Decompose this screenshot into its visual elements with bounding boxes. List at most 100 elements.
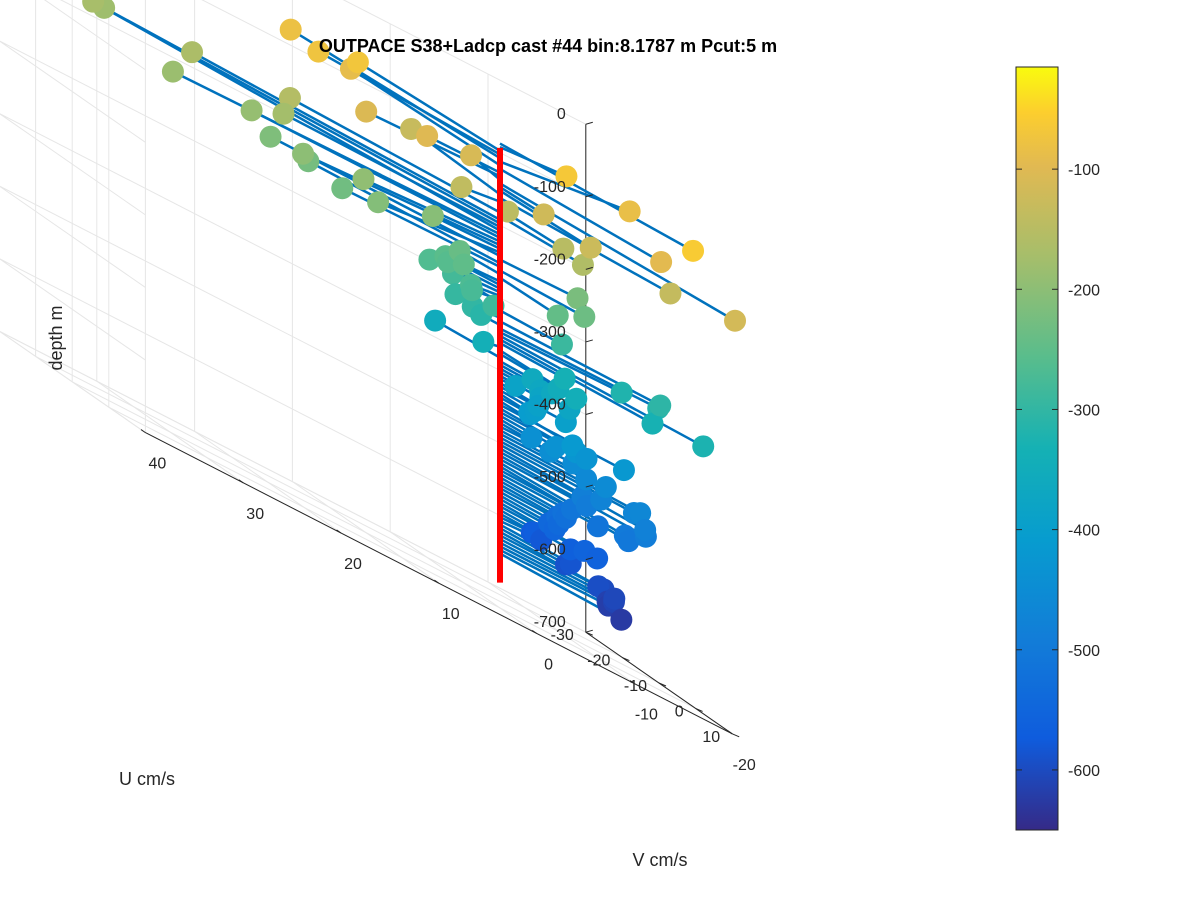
data-point	[629, 502, 652, 525]
grid-line	[0, 113, 587, 415]
data-point	[555, 165, 578, 188]
z-tick-mark	[585, 266, 593, 270]
velocity-stick	[499, 258, 579, 300]
x-tick-label: 10	[442, 606, 460, 623]
grid-line	[201, 0, 587, 198]
velocity-stick	[499, 472, 599, 528]
data-point	[617, 530, 640, 553]
colorbar-tick-label: -600	[1068, 763, 1100, 780]
data-point	[649, 394, 672, 417]
z-axis-label: depth m	[46, 305, 66, 370]
data-point	[307, 40, 330, 63]
grid-line	[342, 0, 587, 125]
data-point	[682, 239, 705, 262]
velocity-stick	[103, 6, 501, 232]
z-tick-label: -500	[534, 469, 566, 486]
data-point	[552, 237, 575, 260]
z-tick-label: 0	[557, 106, 566, 123]
data-point	[450, 176, 473, 199]
data-point	[561, 434, 584, 457]
z-tick-label: -100	[534, 179, 566, 196]
y-tick-label: -10	[624, 678, 647, 695]
data-point	[641, 412, 664, 435]
colorbar-tick-label: -500	[1068, 643, 1100, 660]
z-tick-mark	[585, 194, 593, 198]
z-tick-label: -400	[534, 396, 566, 413]
data-point	[546, 304, 569, 327]
velocity-stick	[499, 309, 563, 346]
x-tick-mark	[629, 680, 635, 685]
data-point	[612, 459, 635, 482]
velocity-stick	[499, 320, 661, 407]
data-point	[692, 435, 715, 458]
grid-lines	[0, 0, 733, 735]
velocity-stick	[499, 436, 641, 515]
data-point	[272, 102, 295, 125]
velocity-stick	[191, 51, 501, 221]
data-point	[331, 177, 354, 200]
y-tick-mark	[658, 682, 667, 687]
x-tick-mark	[727, 730, 733, 735]
z-tick-label: -200	[534, 251, 566, 268]
data-point	[579, 236, 602, 259]
colorbar-tick-label: -200	[1068, 282, 1100, 299]
data-point	[82, 0, 105, 13]
z-tick-mark	[585, 557, 593, 561]
data-point	[367, 191, 390, 214]
velocity-stick	[377, 201, 501, 254]
colorbar: -100 -200 -300 -400 -500 -600	[1015, 66, 1100, 831]
velocity-stick	[499, 334, 704, 448]
data-point	[504, 374, 527, 397]
velocity-stick	[499, 331, 623, 394]
colorbar-gradient	[1015, 66, 1059, 831]
data-point	[461, 279, 484, 302]
y-tick-label: -20	[587, 653, 610, 670]
data-point	[161, 60, 184, 83]
data-point	[659, 282, 682, 305]
z-tick-label: -700	[534, 614, 566, 631]
data-point	[346, 51, 369, 74]
velocity-stick	[499, 342, 566, 380]
grid-line	[0, 185, 587, 488]
data-point	[610, 608, 633, 631]
data-point	[618, 200, 641, 223]
velocity-stick	[357, 61, 501, 152]
grid-line	[0, 40, 587, 343]
colorbar-tick-label: -100	[1068, 162, 1100, 179]
data-point	[259, 125, 282, 148]
z-tick-label: -300	[534, 324, 566, 341]
data-point	[355, 100, 378, 123]
data-point	[550, 333, 573, 356]
velocity-stick	[499, 146, 567, 178]
velocity-stick	[499, 269, 585, 318]
data-point	[352, 168, 375, 191]
data-point	[553, 367, 576, 390]
velocity-stick	[302, 152, 501, 247]
grid-line	[0, 258, 587, 561]
data-point	[292, 142, 315, 165]
data-point	[424, 309, 447, 332]
data-point	[520, 426, 543, 449]
x-tick-label: -20	[733, 757, 756, 774]
grid-line	[35, 355, 623, 659]
x-tick-label: 0	[544, 656, 553, 673]
data-point	[472, 330, 495, 353]
z-tick-mark	[585, 412, 593, 415]
data-point	[565, 387, 588, 410]
velocity-stick	[434, 319, 501, 359]
colorbar-tick-label: -300	[1068, 402, 1100, 419]
data-point	[575, 468, 598, 491]
data-point	[452, 253, 475, 276]
velocity-stick	[499, 548, 610, 607]
z-tick-mark	[585, 629, 593, 633]
data-point	[586, 547, 609, 570]
data-point	[181, 41, 204, 64]
data-point	[571, 253, 594, 276]
velocity-stick	[251, 109, 501, 240]
x-tick-label: 30	[246, 506, 264, 523]
velocity-stick	[499, 534, 605, 591]
chart-title: OUTPACE S38+Ladcp cast #44 bin:8.1787 m …	[319, 36, 777, 56]
velocity-stick	[499, 450, 583, 498]
data-point	[594, 476, 617, 499]
